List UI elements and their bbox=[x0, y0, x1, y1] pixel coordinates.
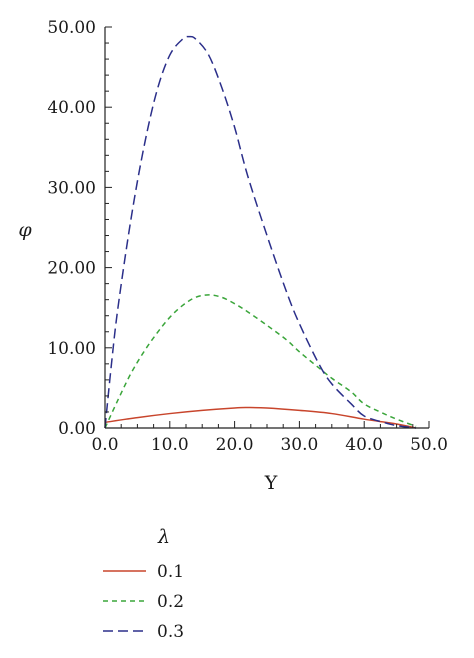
y-axis-title: φ bbox=[18, 219, 32, 241]
legend-label-2: 0.2 bbox=[157, 592, 184, 612]
y-tick-label: 20.00 bbox=[47, 259, 96, 279]
x-tick-label: 30.0 bbox=[280, 435, 318, 455]
y-tick-label: 10.00 bbox=[47, 339, 96, 359]
series-line-1 bbox=[104, 406, 417, 429]
legend-label-1: 0.1 bbox=[157, 562, 184, 582]
y-tick-label: 0.00 bbox=[58, 419, 96, 439]
x-axis-title: Y bbox=[264, 472, 278, 494]
x-tick-label: 20.0 bbox=[216, 435, 254, 455]
legend-title: λ bbox=[157, 526, 170, 548]
series-line-3 bbox=[104, 35, 417, 429]
axes: 0.0 10.0 20.0 30.0 40.0 50.0 0.00 10.00 20.00 30.… bbox=[47, 18, 448, 455]
x-tick-label: 50.0 bbox=[410, 435, 448, 455]
y-tick-label: 30.00 bbox=[47, 178, 96, 198]
x-tick-label: 10.0 bbox=[151, 435, 189, 455]
legend: λ 0.1 0.2 0.3 bbox=[103, 526, 184, 642]
legend-label-3: 0.3 bbox=[157, 622, 184, 642]
x-tick-label: 0.0 bbox=[91, 435, 118, 455]
y-tick-label: 50.00 bbox=[47, 18, 96, 38]
plot-area bbox=[104, 35, 417, 429]
series-line-2 bbox=[104, 294, 417, 429]
y-tick-label: 40.00 bbox=[47, 98, 96, 118]
x-tick-label: 40.0 bbox=[345, 435, 383, 455]
